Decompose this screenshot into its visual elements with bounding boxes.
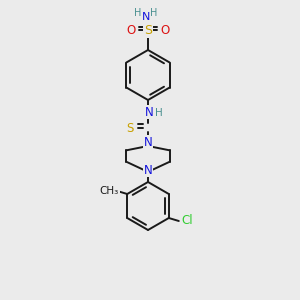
Text: O: O: [160, 23, 169, 37]
Text: O: O: [126, 23, 136, 37]
Text: S: S: [144, 23, 152, 37]
Text: H: H: [155, 108, 163, 118]
Text: N: N: [144, 164, 152, 176]
Text: N: N: [145, 106, 153, 118]
Text: CH₃: CH₃: [100, 186, 119, 196]
Text: Cl: Cl: [181, 214, 193, 227]
Text: N: N: [144, 136, 152, 148]
Text: S: S: [126, 122, 134, 134]
Text: N: N: [142, 12, 150, 22]
Text: H: H: [150, 8, 158, 18]
Text: H: H: [134, 8, 142, 18]
